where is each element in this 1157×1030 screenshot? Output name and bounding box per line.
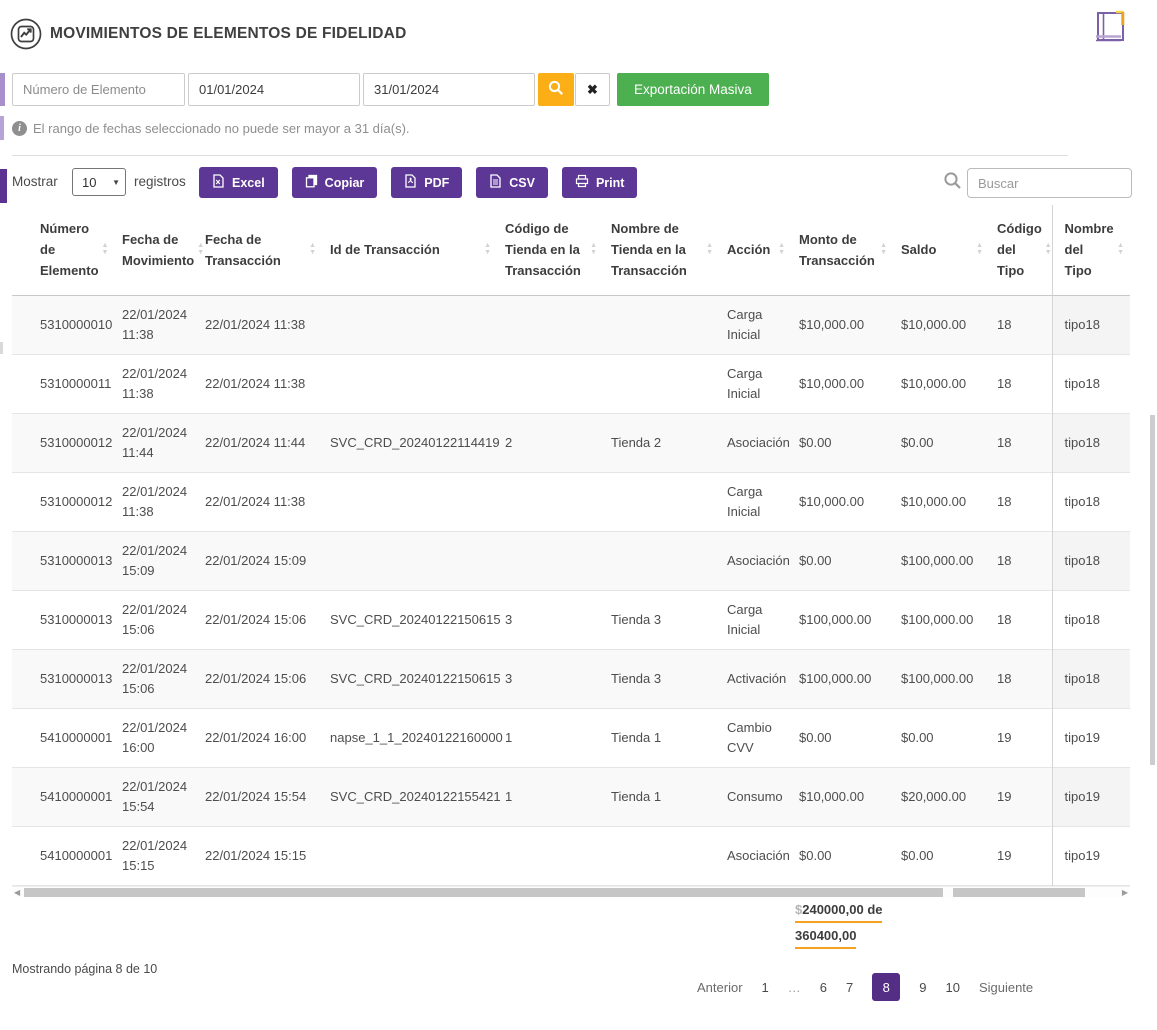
col-header-fecha-movimiento[interactable]: Fecha de Movimiento ▲ ▼ bbox=[114, 205, 204, 296]
total-spent: $240000,00 de bbox=[795, 902, 883, 923]
file-pdf-icon bbox=[404, 174, 417, 191]
col-header-saldo[interactable]: Saldo ▲ ▼ bbox=[893, 205, 989, 296]
table-row: 5310000013 22/01/2024 15:06 22/01/2024 15:… bbox=[12, 649, 1130, 708]
pagination-prev[interactable]: Anterior bbox=[697, 979, 743, 995]
sort-icon: ▲ ▼ bbox=[880, 242, 887, 256]
csv-button[interactable]: CSV bbox=[476, 167, 548, 198]
sort-icon: ▲ ▼ bbox=[309, 242, 316, 256]
page-size-select[interactable]: 10 bbox=[73, 169, 125, 195]
excel-button[interactable]: Excel bbox=[199, 167, 278, 198]
element-number-input[interactable] bbox=[12, 73, 185, 106]
col-header-monto[interactable]: Monto de Transacción ▲ ▼ bbox=[791, 205, 893, 296]
sort-icon: ▲ ▼ bbox=[1044, 242, 1052, 256]
pagination-page-6[interactable]: 6 bbox=[819, 979, 827, 995]
table-row: 5310000010 22/01/2024 11:38 22/01/2024 11:… bbox=[12, 295, 1130, 354]
search-button[interactable] bbox=[538, 73, 574, 106]
table-search-input[interactable] bbox=[967, 168, 1132, 198]
table-search bbox=[943, 168, 1132, 198]
movements-table: Número de Elemento ▲ ▼ Fecha de Movimiento… bbox=[12, 205, 1130, 886]
sort-icon: ▲ ▼ bbox=[197, 242, 205, 256]
col-header-nombre-tipo[interactable]: Nombre del Tipo ▲ ▼ bbox=[1051, 205, 1130, 296]
table-row: 5410000001 22/01/2024 15:15 22/01/2024 15:… bbox=[12, 826, 1130, 885]
date-range-info-text: El rango de fechas seleccionado no puede… bbox=[33, 121, 410, 136]
sort-icon: ▲ ▼ bbox=[101, 242, 109, 256]
totals: $240000,00 de 360400,00 bbox=[795, 902, 883, 949]
pagination-page-8-active[interactable]: 8 bbox=[872, 973, 901, 1001]
table-row: 5410000001 22/01/2024 16:00 22/01/2024 16:… bbox=[12, 708, 1130, 767]
search-icon bbox=[943, 171, 962, 195]
scroll-right-icon[interactable]: ▶ bbox=[1121, 888, 1128, 897]
pagination-page-10[interactable]: 10 bbox=[945, 979, 960, 995]
sort-icon: ▲ ▼ bbox=[778, 242, 785, 256]
page-info: Mostrando página 8 de 10 bbox=[12, 962, 158, 976]
close-icon: ✖ bbox=[587, 81, 598, 97]
currency-symbol: $ bbox=[795, 902, 803, 917]
printer-icon bbox=[575, 174, 589, 191]
info-icon: i bbox=[12, 121, 27, 136]
sort-icon: ▲ ▼ bbox=[976, 242, 983, 256]
scroll-left-icon[interactable]: ◀ bbox=[14, 888, 21, 897]
table-row: 5310000012 22/01/2024 11:38 22/01/2024 11:… bbox=[12, 472, 1130, 531]
copy-button[interactable]: Copiar bbox=[291, 167, 378, 198]
col-header-numero-elemento[interactable]: Número de Elemento ▲ ▼ bbox=[12, 205, 114, 296]
horizontal-scrollbar-thumb-fixed-col[interactable] bbox=[953, 888, 1085, 897]
table-row: 5310000013 22/01/2024 15:09 22/01/2024 15:… bbox=[12, 531, 1130, 590]
clear-filters-button[interactable]: ✖ bbox=[575, 73, 610, 106]
book-icon[interactable] bbox=[1092, 6, 1130, 48]
file-csv-icon bbox=[489, 174, 502, 191]
pagination-ellipsis: … bbox=[787, 979, 801, 995]
date-range-info: i El rango de fechas seleccionado no pue… bbox=[12, 121, 410, 136]
date-to-input[interactable] bbox=[363, 73, 535, 106]
search-icon bbox=[548, 80, 564, 99]
horizontal-scrollbar-thumb[interactable] bbox=[24, 888, 943, 897]
left-edge-strip bbox=[0, 169, 7, 203]
table-row: 5310000011 22/01/2024 11:38 22/01/2024 11:… bbox=[12, 354, 1130, 413]
export-buttons: Excel Copiar PDF bbox=[199, 167, 638, 198]
sort-icon: ▲ ▼ bbox=[484, 242, 491, 256]
file-excel-icon bbox=[212, 174, 225, 191]
horizontal-scrollbar: ◀ ▶ bbox=[12, 886, 1130, 897]
copy-icon bbox=[305, 174, 318, 191]
sort-icon: ▲ ▼ bbox=[706, 242, 713, 256]
col-header-codigo-tienda[interactable]: Código de Tienda en la Transacción ▲ ▼ bbox=[497, 205, 603, 296]
table-controls: Mostrar 10 ▼ registros Excel bbox=[12, 167, 1132, 199]
pagination: Anterior 1 … 6 7 8 9 10 Siguiente bbox=[697, 972, 1033, 1002]
bulk-export-button[interactable]: Exportación Masiva bbox=[617, 73, 769, 106]
page-title: MOVIMIENTOS DE ELEMENTOS DE FIDELIDAD bbox=[50, 25, 407, 42]
col-header-id-transaccion[interactable]: Id de Transacción ▲ ▼ bbox=[322, 205, 497, 296]
page-size-select-wrap: 10 ▼ bbox=[72, 168, 126, 196]
show-label: Mostrar bbox=[12, 174, 58, 189]
total-available: 360400,00 bbox=[795, 928, 857, 949]
table-row: 5410000001 22/01/2024 15:54 22/01/2024 15:… bbox=[12, 767, 1130, 826]
pagination-next[interactable]: Siguiente bbox=[978, 979, 1034, 995]
chart-line-icon bbox=[10, 18, 42, 50]
table-header-row: Número de Elemento ▲ ▼ Fecha de Movimiento… bbox=[12, 205, 1130, 296]
divider bbox=[12, 155, 1068, 156]
filter-bar: ✖ Exportación Masiva bbox=[12, 73, 769, 106]
pdf-button[interactable]: PDF bbox=[391, 167, 463, 198]
col-header-codigo-tipo[interactable]: Código del Tipo ▲ ▼ bbox=[989, 205, 1052, 296]
col-header-nombre-tienda[interactable]: Nombre de Tienda en la Transacción ▲ ▼ bbox=[603, 205, 719, 296]
col-header-accion[interactable]: Acción ▲ ▼ bbox=[719, 205, 791, 296]
col-header-fecha-transaccion[interactable]: Fecha de Transacción ▲ ▼ bbox=[197, 205, 322, 296]
vertical-scrollbar-thumb[interactable] bbox=[1150, 415, 1155, 765]
left-edge-strip bbox=[0, 73, 5, 106]
records-label: registros bbox=[134, 174, 186, 189]
date-from-input[interactable] bbox=[188, 73, 360, 106]
sort-icon: ▲ ▼ bbox=[590, 242, 597, 256]
page-header: MOVIMIENTOS DE ELEMENTOS DE FIDELIDAD bbox=[10, 18, 406, 50]
pagination-page-1[interactable]: 1 bbox=[761, 979, 769, 995]
print-button[interactable]: Print bbox=[561, 167, 638, 198]
left-edge-strip bbox=[0, 342, 3, 354]
pagination-page-7[interactable]: 7 bbox=[846, 979, 854, 995]
pagination-page-9[interactable]: 9 bbox=[919, 979, 927, 995]
table-row: 5310000013 22/01/2024 15:06 22/01/2024 15:… bbox=[12, 590, 1130, 649]
sort-icon: ▲ ▼ bbox=[1117, 242, 1124, 256]
table-row: 5310000012 22/01/2024 11:44 22/01/2024 11:… bbox=[12, 413, 1130, 472]
left-edge-strip bbox=[0, 116, 4, 140]
